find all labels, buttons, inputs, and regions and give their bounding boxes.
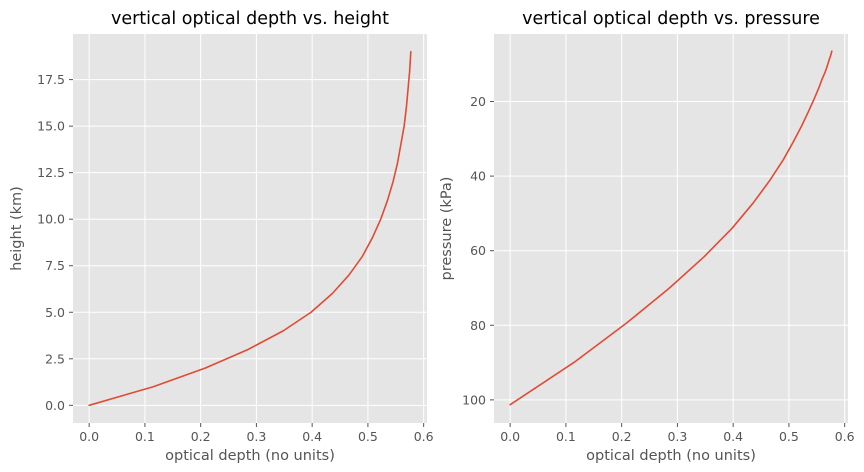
pressure-yaxis-label: pressure (kPa) (439, 177, 455, 281)
height-panel: 0.0 0.1 0.2 0.3 0.4 0.5 0.6 0.0 2.5 5.0 7.5 10.0 12.… (9, 9, 434, 464)
height-xtick-label: 0.1 (135, 429, 155, 444)
height-xtick-label: 0.6 (414, 429, 434, 444)
pressure-series-line (509, 50, 833, 406)
height-ytick-label: 5.0 (45, 305, 65, 320)
pressure-xtick-label: 0.3 (667, 429, 687, 444)
pressure-chart-title: vertical optical depth vs. pressure (522, 9, 820, 29)
pressure-xtick-label: 0.4 (723, 429, 743, 444)
pressure-xtick-label: 0.5 (779, 429, 799, 444)
height-chart-title: vertical optical depth vs. height (111, 9, 389, 29)
height-plot-area (73, 34, 427, 423)
height-xtick-label: 0.4 (302, 429, 322, 444)
pressure-ytick-label: 20 (470, 94, 486, 109)
pressure-xaxis-label: optical depth (no units) (586, 448, 756, 464)
height-series-line (88, 50, 412, 407)
height-ytick-label: 10.0 (37, 212, 65, 227)
pressure-ytick-label: 40 (470, 169, 486, 184)
height-xtick-label: 0.2 (191, 429, 211, 444)
height-ytick-label: 7.5 (45, 258, 65, 273)
height-ytick-label: 15.0 (37, 119, 65, 134)
pressure-ytick-label: 100 (462, 392, 486, 407)
pressure-xtick-label: 0.6 (835, 429, 855, 444)
height-xtick-label: 0.5 (358, 429, 378, 444)
pressure-plot-area (494, 34, 848, 423)
pressure-xtick-label: 0.0 (500, 429, 520, 444)
height-ytick-label: 17.5 (37, 72, 65, 87)
height-yaxis-label: height (km) (9, 186, 25, 271)
pressure-xtick-label: 0.2 (612, 429, 632, 444)
height-ytick-label: 0.0 (45, 398, 65, 413)
height-ytick-label: 2.5 (45, 351, 65, 366)
height-xaxis-label: optical depth (no units) (165, 448, 335, 464)
height-ytick-label: 12.5 (37, 165, 65, 180)
pressure-panel: 0.0 0.1 0.2 0.3 0.4 0.5 0.6 20 40 60 80 100 vertical… (439, 9, 855, 464)
pressure-ytick-label: 80 (470, 318, 486, 333)
height-xtick-label: 0.3 (246, 429, 266, 444)
pressure-xtick-label: 0.1 (556, 429, 576, 444)
pressure-ytick-label: 60 (470, 243, 486, 258)
height-xtick-label: 0.0 (79, 429, 99, 444)
